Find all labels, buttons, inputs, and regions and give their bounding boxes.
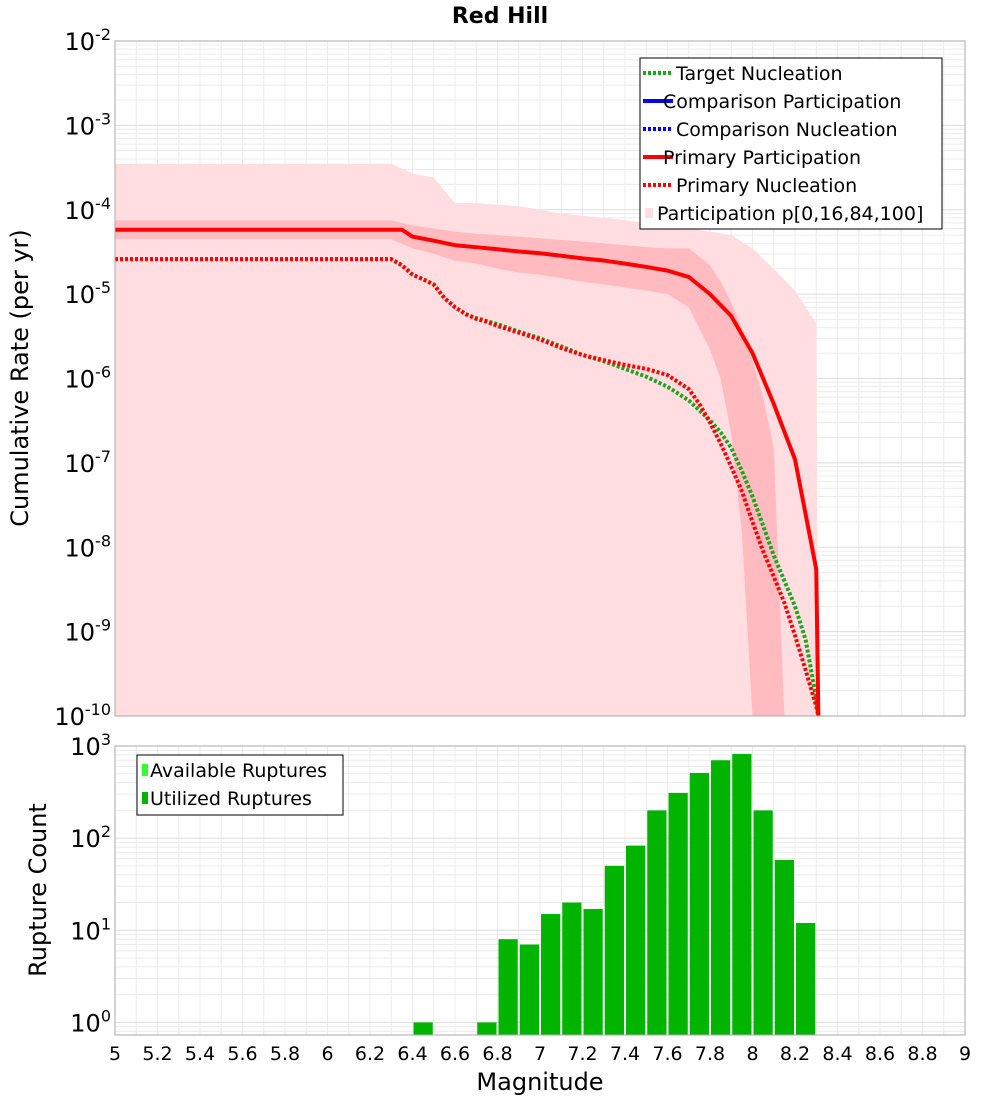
rupture-bar — [519, 944, 539, 1035]
rate-tick-label: 10-6 — [65, 363, 112, 394]
rupture-bar — [711, 760, 731, 1035]
magnitude-tick-label: 5 — [109, 1043, 121, 1065]
rate-tick-label: 10-4 — [65, 194, 112, 225]
magnitude-tick-label: 8.4 — [822, 1043, 852, 1065]
rupture-bar — [753, 810, 773, 1035]
legend-box — [639, 57, 943, 230]
magnitude-tick-label: 6.4 — [397, 1043, 427, 1065]
series-primary-participation — [115, 227, 821, 716]
rate-plot: 10-10 10-9 10-8 10-7 10-6 10-5 10-4 10-3 10-2 Tar… — [54, 25, 966, 731]
magnitude-tick-label: 6.6 — [440, 1043, 470, 1065]
magnitude-tick-label: 8.8 — [907, 1043, 937, 1065]
legend-label-comparison-participation: Comparison Participation — [663, 91, 901, 113]
count-tick-label: 103 — [70, 730, 111, 761]
rupture-bar — [413, 1022, 433, 1035]
count-legend-box — [136, 754, 344, 816]
magnitude-axis-label: Magnitude — [476, 1068, 603, 1096]
rupture-bar — [774, 859, 794, 1035]
magnitude-tick-label: 5.4 — [185, 1043, 215, 1065]
legend-label-utilized-ruptures: Utilized Ruptures — [150, 788, 312, 810]
legend-label-target-nucleation: Target Nucleation — [675, 63, 843, 85]
rupture-bar — [626, 845, 646, 1035]
magnitude-tick-label: 8 — [746, 1043, 758, 1065]
rupture-bar — [796, 922, 816, 1035]
rate-tick-label: 10-9 — [65, 616, 112, 647]
legend-label-primary-nucleation: Primary Nucleation — [676, 175, 857, 197]
rate-tick-label: 10-10 — [54, 700, 111, 731]
legend-label-primary-participation: Primary Participation — [663, 147, 861, 169]
rupture-bar — [732, 753, 752, 1035]
count-grid — [114, 746, 966, 1035]
series-primary-nucleation — [115, 257, 821, 716]
magnitude-tick-label: 7.6 — [652, 1043, 682, 1065]
rupture-bar — [604, 865, 624, 1035]
rate-plot-area — [115, 163, 821, 716]
rate-tick-label: 10-5 — [65, 278, 112, 309]
magnitude-tick-label: 6.8 — [482, 1043, 512, 1065]
legend-swatch-available-ruptures — [142, 764, 148, 776]
magnitude-tick-label: 6 — [321, 1043, 333, 1065]
chart-title: Red Hill — [452, 4, 548, 29]
magnitude-tick-label: 5.2 — [142, 1043, 172, 1065]
magnitude-tick-label: 9 — [959, 1043, 971, 1065]
rupture-bar — [541, 914, 561, 1035]
legend-label-comparison-nucleation: Comparison Nucleation — [676, 119, 898, 141]
magnitude-tick-label: 7.4 — [610, 1043, 640, 1065]
count-tick-label: 101 — [70, 914, 111, 945]
legend-swatch-utilized-ruptures — [142, 792, 148, 804]
magnitude-tick-label: 5.8 — [270, 1043, 300, 1065]
magnitude-tick-label: 6.2 — [355, 1043, 385, 1065]
legend-swatch-band — [645, 208, 653, 218]
count-tick-label: 102 — [70, 822, 111, 853]
rate-tick-label: 10-2 — [65, 25, 112, 56]
count-axis-label: Rupture Count — [24, 803, 52, 977]
rupture-bar — [583, 909, 603, 1035]
magnitude-tick-label: 8.6 — [865, 1043, 895, 1065]
magnitude-tick-label: 8.2 — [780, 1043, 810, 1065]
rate-plot-frame — [114, 40, 966, 717]
rate-tick-label: 10-3 — [65, 109, 112, 140]
rupture-bar — [498, 939, 518, 1035]
rupture-bar — [689, 772, 709, 1035]
count-legend: Available Ruptures Utilized Ruptures — [136, 754, 344, 816]
rate-tick-label: 10-8 — [65, 531, 112, 562]
rupture-bar — [477, 1022, 497, 1035]
participation-band — [115, 163, 821, 716]
rate-legend: Target Nucleation Comparison Participatio… — [639, 57, 943, 230]
magnitude-tick-label: 7.2 — [567, 1043, 597, 1065]
rupture-bar — [562, 902, 582, 1035]
rate-tick-label: 10-7 — [65, 447, 112, 478]
rupture-bar — [668, 792, 688, 1035]
magnitude-tick-label: 7.8 — [695, 1043, 725, 1065]
rupture-bar — [647, 810, 667, 1035]
magnitude-tick-label: 5.6 — [227, 1043, 257, 1065]
legend-label-available-ruptures: Available Ruptures — [150, 760, 327, 782]
count-plot-frame — [114, 745, 966, 1036]
legend-label-participation-p-0-16-84-100: Participation p[0,16,84,100] — [657, 203, 923, 225]
rate-axis-label: Cumulative Rate (per yr) — [6, 229, 34, 527]
magnitude-tick-label: 7 — [534, 1043, 546, 1065]
count-tick-label: 100 — [70, 1006, 111, 1037]
